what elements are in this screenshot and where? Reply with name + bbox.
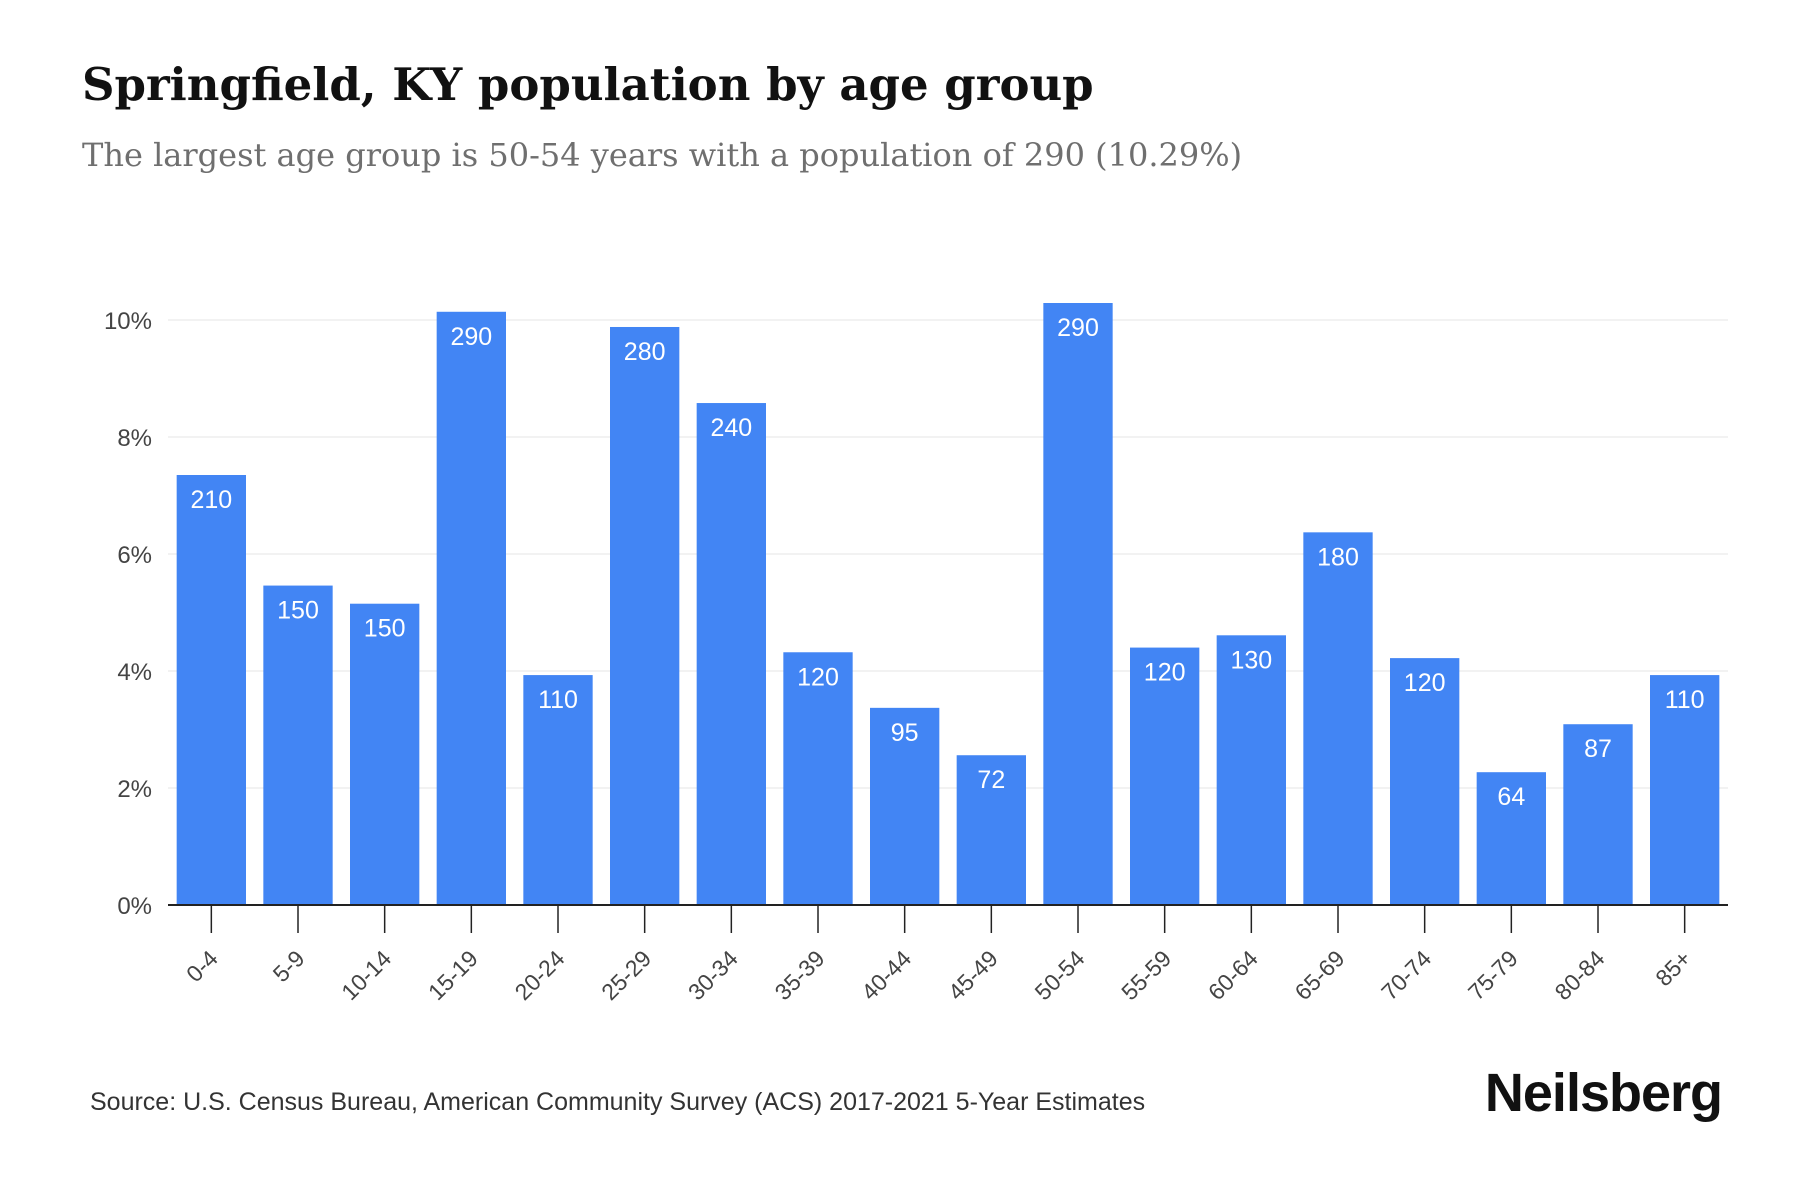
bar [1476, 772, 1546, 905]
bar-value-label: 120 [1144, 659, 1186, 687]
bar-value-label: 210 [190, 486, 232, 514]
bar-value-label: 120 [797, 663, 839, 691]
bar-value-label: 130 [1230, 646, 1272, 674]
bar [1303, 532, 1373, 905]
bar-value-label: 180 [1317, 543, 1359, 571]
y-tick-label: 8% [117, 425, 152, 452]
bar [523, 675, 593, 905]
bar-value-label: 280 [624, 338, 666, 366]
bar-value-label: 120 [1404, 669, 1446, 697]
bar [176, 475, 246, 905]
bar-value-label: 95 [891, 719, 919, 747]
x-tick-label: 75-79 [1463, 945, 1523, 1005]
x-tick-label: 10-14 [336, 945, 396, 1005]
bar [956, 755, 1026, 905]
x-tick-label: 35-39 [770, 945, 830, 1005]
bar-value-label: 64 [1497, 783, 1525, 811]
bar-value-label: 290 [450, 323, 492, 351]
x-tick-label: 30-34 [683, 945, 743, 1005]
x-tick-label: 45-49 [943, 945, 1003, 1005]
bar [1650, 675, 1720, 905]
gridlines [168, 319, 1728, 789]
x-tick-label: 0-4 [181, 945, 223, 987]
bar [783, 652, 853, 905]
chart-title: Springfield, KY population by age group [82, 58, 1094, 111]
x-tick-label: 85+ [1650, 945, 1696, 991]
bar-value-label: 72 [977, 766, 1005, 794]
bar [1130, 647, 1200, 905]
x-tick-label: 40-44 [856, 945, 916, 1005]
bar [696, 403, 766, 905]
bars: 210 150 150 290 110 280 240 120 95 72 290 120 130 180… [176, 303, 1720, 905]
x-tick-label: 55-59 [1116, 945, 1176, 1005]
bar [436, 311, 506, 905]
bar [263, 585, 333, 905]
x-tick-label: 15-19 [423, 945, 483, 1005]
y-tick-label: 0% [117, 893, 152, 920]
source-note: Source: U.S. Census Bureau, American Com… [90, 1088, 1146, 1116]
bar-chart: 210 150 150 290 110 280 240 120 95 72 290 120 130 180… [104, 303, 1728, 1005]
x-tick-label: 50-54 [1030, 945, 1090, 1005]
bar [870, 707, 940, 905]
x-tick-label: 65-69 [1290, 945, 1350, 1005]
bar [610, 326, 680, 905]
x-tick-label: 25-29 [596, 945, 656, 1005]
y-tick-label: 2% [117, 776, 152, 803]
y-tick-label: 6% [117, 542, 152, 569]
bar-value-label: 150 [364, 615, 406, 643]
y-axis-ticks: 0% 2% 4% 6% 8% 10% [104, 308, 152, 920]
y-tick-label: 4% [117, 659, 152, 686]
bar-value-label: 290 [1057, 314, 1099, 342]
bar-value-label: 110 [538, 686, 578, 714]
x-tick-label: 60-64 [1203, 945, 1263, 1005]
bar-value-label: 110 [1665, 686, 1705, 714]
bar [1216, 635, 1286, 905]
bar [1390, 658, 1460, 905]
x-tick-label: 5-9 [268, 945, 310, 987]
x-tick-label: 20-24 [510, 945, 570, 1005]
bar-value-label: 240 [710, 414, 752, 442]
chart-subtitle: The largest age group is 50-54 years wit… [82, 136, 1243, 174]
x-tick-label: 70-74 [1376, 945, 1436, 1005]
bar [1043, 303, 1113, 905]
bar-value-label: 150 [277, 597, 319, 625]
y-tick-label: 10% [104, 308, 152, 335]
x-tick-label: 80-84 [1550, 945, 1610, 1005]
bar [1563, 724, 1633, 905]
x-axis-ticks: 0-4 5-9 10-14 15-19 20-24 25-29 30-34 35-39 40-4… [181, 905, 1696, 1005]
bar [350, 603, 420, 905]
neilsberg-logo: Neilsberg [1484, 1063, 1723, 1123]
bar-value-label: 87 [1584, 735, 1612, 763]
